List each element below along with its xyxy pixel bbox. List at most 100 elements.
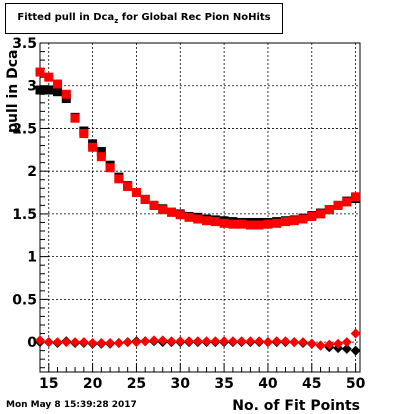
- data-marker-diamond: [280, 336, 291, 347]
- title-main: Fitted pull in Dca: [17, 12, 115, 23]
- data-marker-square: [105, 163, 115, 173]
- data-marker-diamond: [262, 337, 273, 348]
- data-marker-diamond: [210, 336, 221, 347]
- data-marker-square: [35, 67, 45, 77]
- data-marker-square: [245, 220, 255, 230]
- title-box: Fitted pull in Dcaz for Global Rec Pion …: [5, 3, 283, 34]
- x-tick-label: 15: [39, 376, 58, 392]
- data-marker-diamond: [350, 345, 361, 356]
- data-marker-square: [272, 218, 282, 228]
- data-marker-square: [53, 79, 63, 89]
- data-marker-diamond: [140, 336, 151, 347]
- data-marker-square: [140, 194, 150, 204]
- data-marker-square: [149, 200, 159, 210]
- data-marker-diamond: [166, 336, 177, 347]
- data-marker-diamond: [341, 337, 352, 348]
- data-marker-square: [53, 87, 63, 97]
- data-marker-square: [307, 211, 317, 221]
- data-marker-diamond: [289, 337, 300, 348]
- data-marker-square: [237, 219, 247, 229]
- data-marker-square: [342, 197, 352, 207]
- data-marker-diamond: [105, 337, 116, 348]
- data-marker-diamond: [87, 337, 98, 348]
- data-marker-square: [96, 147, 106, 157]
- data-marker-square: [114, 174, 124, 184]
- data-marker-square: [61, 89, 71, 99]
- data-marker-square: [202, 216, 212, 226]
- ticks: [39, 42, 357, 372]
- y-tick-label: 3.5: [12, 36, 37, 52]
- x-tick-label: 45: [302, 376, 321, 392]
- data-marker-diamond: [306, 338, 317, 349]
- data-marker-diamond: [43, 337, 54, 348]
- y-tick-label: 1.5: [12, 207, 37, 223]
- data-marker-diamond: [298, 337, 309, 348]
- x-tick-label: 50: [346, 376, 366, 392]
- data-marker-square: [131, 188, 141, 198]
- grid: [40, 42, 360, 372]
- data-marker-diamond: [122, 337, 133, 348]
- data-marker-square: [193, 214, 203, 224]
- data-marker-square: [210, 217, 220, 227]
- data-marker-square: [333, 200, 343, 210]
- data-marker-square: [289, 216, 299, 226]
- data-marker-square: [298, 214, 308, 224]
- data-marker-square: [96, 152, 106, 162]
- data-marker-square: [228, 219, 238, 229]
- data-marker-diamond: [184, 336, 195, 347]
- data-marker-square: [70, 113, 80, 123]
- data-marker-diamond: [333, 338, 344, 349]
- data-marker-square: [123, 182, 133, 192]
- data-marker-diamond: [254, 336, 265, 347]
- chart-title: Fitted pull in Dcaz for Global Rec Pion …: [6, 12, 282, 25]
- title-suffix: for Global Rec Pion NoHits: [118, 12, 271, 23]
- data-marker-square: [167, 207, 177, 217]
- data-marker-square: [175, 210, 185, 220]
- data-marker-diamond: [96, 337, 107, 348]
- data-marker-diamond: [131, 337, 142, 348]
- title-subscript: z: [114, 17, 119, 25]
- data-marker-diamond: [341, 343, 352, 354]
- tick-labels: 15 20 25 30 35 40 45 50 0 0.5 1 1.5 2 2.5 3 3.5: [12, 36, 365, 392]
- x-tick-label: 25: [127, 376, 146, 392]
- data-marker-diamond: [52, 337, 63, 348]
- data-marker-square: [79, 129, 89, 139]
- y-tick-label: 1: [27, 250, 37, 266]
- data-marker-diamond: [219, 336, 230, 347]
- data-marker-square: [263, 219, 273, 229]
- data-marker-diamond: [35, 335, 45, 346]
- y-tick-label: 2.5: [12, 121, 37, 137]
- x-tick-label: 20: [83, 376, 103, 392]
- data-marker-diamond: [350, 328, 361, 339]
- y-tick-label: 0.5: [12, 292, 37, 308]
- data-marker-square: [44, 85, 54, 95]
- data-marker-square: [88, 142, 98, 152]
- data-marker-square: [351, 192, 361, 202]
- data-marker-diamond: [113, 337, 124, 348]
- data-marker-square: [184, 212, 194, 222]
- data-marker-square: [324, 205, 334, 215]
- data-marker-square: [44, 72, 54, 82]
- markers: [35, 67, 361, 356]
- data-marker-square: [219, 218, 229, 228]
- data-marker-square: [35, 85, 45, 95]
- x-tick-label: 40: [258, 376, 278, 392]
- data-marker-diamond: [315, 340, 326, 351]
- data-marker-square: [254, 220, 264, 230]
- data-marker-square: [316, 209, 326, 219]
- data-marker-square: [158, 205, 168, 215]
- x-axis-label: No. of Fit Points: [232, 398, 360, 414]
- data-marker-diamond: [175, 336, 186, 347]
- data-marker-diamond: [157, 335, 168, 346]
- x-tick-label: 30: [171, 376, 191, 392]
- data-marker-diamond: [227, 336, 238, 347]
- data-marker-diamond: [78, 337, 89, 348]
- data-marker-diamond: [61, 337, 72, 348]
- y-tick-label: 0: [27, 335, 37, 351]
- y-tick-label: 3: [27, 79, 37, 95]
- y-tick-label: 2: [27, 164, 37, 180]
- data-marker-diamond: [201, 336, 212, 347]
- data-marker-square: [280, 217, 290, 227]
- data-marker-diamond: [236, 336, 247, 347]
